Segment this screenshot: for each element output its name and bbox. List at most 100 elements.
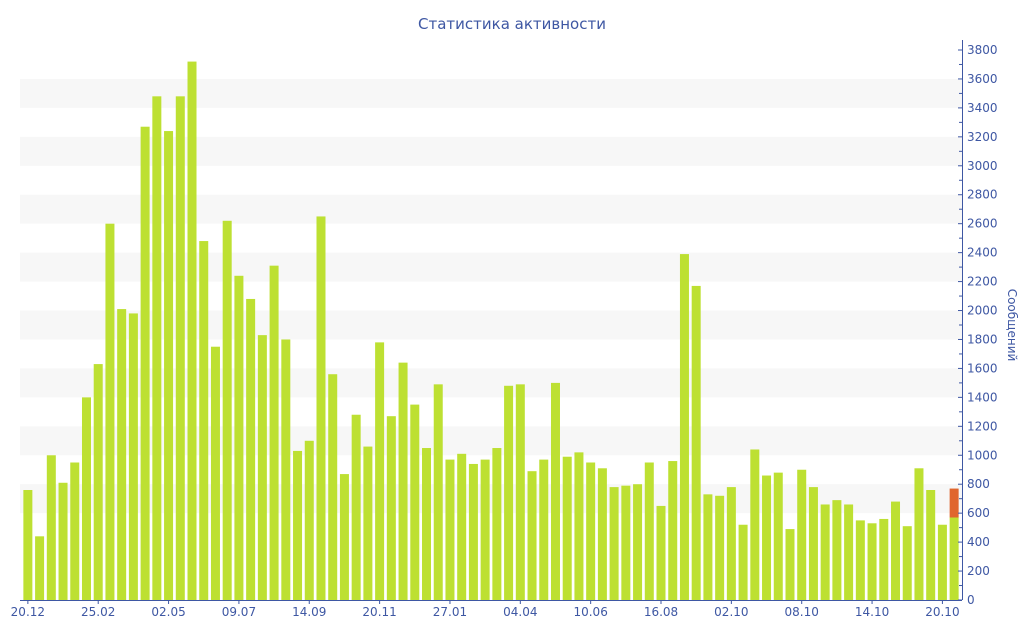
bar — [152, 96, 162, 600]
bar — [621, 485, 631, 600]
y-tick-label: 0 — [967, 593, 975, 607]
bar — [433, 384, 443, 600]
bar — [386, 416, 396, 600]
bar — [597, 468, 607, 600]
bar — [726, 487, 736, 600]
bar — [234, 275, 244, 600]
bar — [128, 313, 138, 600]
bar — [867, 523, 877, 600]
bar — [797, 469, 807, 600]
bar — [914, 468, 924, 600]
bar — [480, 459, 490, 600]
x-tick-label: 14.09 — [292, 605, 326, 619]
y-tick-label: 2000 — [967, 304, 998, 318]
bar — [785, 529, 795, 600]
bar — [539, 459, 549, 600]
bar — [351, 414, 361, 600]
y-tick-label: 400 — [967, 535, 990, 549]
bar — [187, 61, 197, 600]
bar — [633, 484, 643, 600]
bar — [609, 487, 619, 600]
bar — [58, 482, 68, 600]
bar — [281, 339, 291, 600]
bar — [457, 453, 467, 600]
bar — [515, 384, 525, 600]
bar — [199, 241, 209, 601]
bar — [304, 440, 314, 600]
x-tick-label: 20.11 — [362, 605, 396, 619]
bar — [773, 472, 783, 600]
bar — [550, 382, 560, 600]
bar — [105, 223, 115, 600]
bar — [891, 501, 901, 600]
y-tick-label: 600 — [967, 506, 990, 520]
y-tick-label: 3200 — [967, 130, 998, 144]
x-tick-label: 04.04 — [503, 605, 537, 619]
y-tick-label: 1200 — [967, 419, 998, 433]
bar — [820, 504, 830, 600]
bar — [81, 397, 91, 600]
x-tick-label: 09.07 — [222, 605, 256, 619]
y-tick-label: 2800 — [967, 188, 998, 202]
y-tick-label: 3400 — [967, 101, 998, 115]
x-tick-label: 02.05 — [151, 605, 185, 619]
bar — [93, 364, 103, 600]
bar — [527, 471, 537, 600]
bar — [586, 462, 596, 600]
y-tick-label: 200 — [967, 564, 990, 578]
bar — [691, 285, 701, 600]
bar — [668, 461, 678, 600]
y-tick-label: 3000 — [967, 159, 998, 173]
bar — [937, 524, 947, 600]
bar — [328, 374, 338, 600]
chart-title: Статистика активности — [418, 15, 606, 33]
y-tick-label: 3800 — [967, 43, 998, 57]
bar — [35, 536, 45, 600]
bar — [46, 455, 56, 600]
bar — [738, 524, 748, 600]
x-tick-label: 25.02 — [81, 605, 115, 619]
bar — [926, 490, 936, 600]
bar — [410, 404, 420, 600]
bar — [140, 126, 150, 601]
bar — [855, 520, 865, 600]
x-tick-label: 08.10 — [785, 605, 819, 619]
y-tick-label: 2600 — [967, 217, 998, 231]
bar — [844, 504, 854, 600]
bar — [902, 526, 912, 600]
bar — [492, 448, 502, 600]
bar — [398, 362, 408, 600]
bar — [293, 450, 303, 600]
bar — [117, 309, 127, 600]
y-tick-label: 3600 — [967, 72, 998, 86]
x-tick-label: 27.01 — [433, 605, 467, 619]
bar — [257, 335, 267, 600]
bar — [316, 216, 326, 600]
bar — [832, 500, 842, 600]
bar — [339, 474, 349, 600]
bar — [363, 446, 373, 600]
bar — [445, 459, 455, 600]
y-tick-label: 1800 — [967, 332, 998, 346]
bar — [656, 505, 666, 600]
bar — [679, 254, 689, 600]
bar — [562, 456, 572, 600]
x-tick-label: 14.10 — [855, 605, 889, 619]
y-tick-label: 1000 — [967, 448, 998, 462]
bar — [164, 131, 174, 601]
bar — [879, 518, 889, 600]
x-tick-label: 20.10 — [925, 605, 959, 619]
y-tick-label: 1600 — [967, 361, 998, 375]
bar — [715, 495, 725, 600]
x-tick-label: 10.06 — [573, 605, 607, 619]
bar — [949, 488, 959, 518]
y-tick-label: 800 — [967, 477, 990, 491]
bar — [70, 462, 80, 600]
bar — [949, 517, 959, 600]
bar — [246, 298, 256, 600]
y-tick-label: 2400 — [967, 246, 998, 260]
bar — [574, 452, 584, 600]
bar — [269, 265, 279, 600]
bar — [422, 448, 432, 600]
